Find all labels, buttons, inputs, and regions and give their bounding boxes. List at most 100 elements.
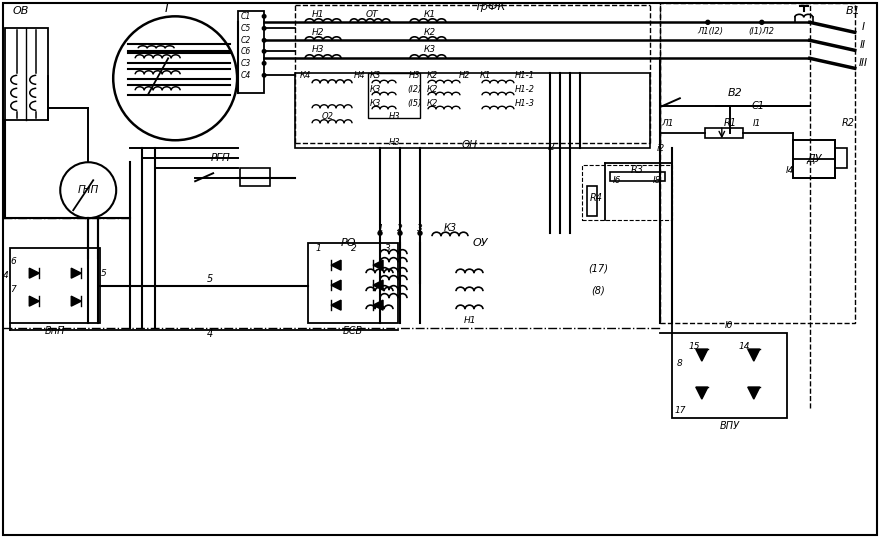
Polygon shape xyxy=(696,387,708,399)
Text: i2: i2 xyxy=(548,143,556,152)
Bar xyxy=(705,128,743,138)
Text: R4: R4 xyxy=(590,193,603,203)
Polygon shape xyxy=(71,296,81,306)
Text: II: II xyxy=(860,40,866,51)
Text: С4: С4 xyxy=(241,71,252,80)
Polygon shape xyxy=(331,260,341,270)
Text: Н2: Н2 xyxy=(459,71,471,80)
Bar xyxy=(587,186,597,216)
Text: С5: С5 xyxy=(241,24,252,33)
Text: К3: К3 xyxy=(370,71,381,80)
Text: К3: К3 xyxy=(444,223,457,233)
Text: Н3: Н3 xyxy=(389,112,401,121)
Text: ВПУ: ВПУ xyxy=(719,421,739,431)
Text: ОУ: ОУ xyxy=(473,238,488,248)
Text: 15: 15 xyxy=(688,342,700,351)
Text: (I2): (I2) xyxy=(407,85,422,94)
Polygon shape xyxy=(29,296,40,306)
Text: (8): (8) xyxy=(591,285,605,295)
Text: Н2: Н2 xyxy=(312,28,325,37)
Circle shape xyxy=(262,61,266,65)
Text: 14: 14 xyxy=(739,342,751,351)
Text: К1: К1 xyxy=(424,10,436,19)
Text: С1: С1 xyxy=(752,101,765,111)
Text: РО: РО xyxy=(341,238,356,248)
Circle shape xyxy=(398,231,402,235)
Text: С3: С3 xyxy=(241,59,252,68)
Polygon shape xyxy=(29,268,40,278)
Text: R2: R2 xyxy=(841,118,854,128)
Text: 3: 3 xyxy=(385,244,391,253)
Text: К3: К3 xyxy=(424,45,436,54)
Text: Н1-1: Н1-1 xyxy=(515,71,535,80)
Text: Н1-2: Н1-2 xyxy=(515,85,535,94)
Text: С1: С1 xyxy=(241,12,252,21)
Text: III: III xyxy=(858,58,867,68)
Text: i2: i2 xyxy=(656,144,665,153)
Circle shape xyxy=(262,26,266,30)
Circle shape xyxy=(378,231,382,235)
Text: ГНП: ГНП xyxy=(77,185,99,195)
Text: К2: К2 xyxy=(426,99,437,108)
Text: С2: С2 xyxy=(241,36,252,45)
Bar xyxy=(610,172,665,181)
Text: ОТ: ОТ xyxy=(366,10,378,19)
Polygon shape xyxy=(696,349,708,361)
Text: 2: 2 xyxy=(397,224,403,233)
Bar xyxy=(11,248,100,323)
Bar xyxy=(240,168,270,186)
Text: Н1-3: Н1-3 xyxy=(515,99,535,108)
Circle shape xyxy=(418,231,422,235)
Bar xyxy=(671,333,787,418)
Text: 5: 5 xyxy=(207,274,213,284)
Bar xyxy=(660,3,854,323)
Polygon shape xyxy=(748,349,759,361)
Text: РГП: РГП xyxy=(210,153,230,163)
Text: R3: R3 xyxy=(630,165,643,175)
Text: (17): (17) xyxy=(588,263,608,273)
Text: Н1: Н1 xyxy=(312,10,325,19)
Text: I6: I6 xyxy=(612,176,621,185)
Text: В2: В2 xyxy=(728,88,742,98)
Text: О2: О2 xyxy=(322,112,334,121)
Text: Н3: Н3 xyxy=(389,138,401,147)
Text: 4: 4 xyxy=(207,329,213,339)
Polygon shape xyxy=(331,300,341,310)
Circle shape xyxy=(706,20,710,24)
Text: (I1)Л2: (I1)Л2 xyxy=(749,27,774,36)
Bar xyxy=(835,148,847,168)
Circle shape xyxy=(759,20,764,24)
Text: R1: R1 xyxy=(723,118,737,128)
Text: 2: 2 xyxy=(351,244,357,253)
Text: ОВ: ОВ xyxy=(12,6,28,16)
Text: ВнП: ВнП xyxy=(45,326,65,336)
Bar xyxy=(368,73,420,118)
Text: 17: 17 xyxy=(674,406,686,415)
Text: В1: В1 xyxy=(846,6,860,16)
Text: Н4: Н4 xyxy=(355,71,366,80)
Text: Л1(I2): Л1(I2) xyxy=(697,27,722,36)
Polygon shape xyxy=(373,300,383,310)
Circle shape xyxy=(262,15,266,18)
Circle shape xyxy=(262,39,266,42)
Text: Н3: Н3 xyxy=(312,45,325,54)
Text: ОН: ОН xyxy=(462,140,478,150)
Text: I1: I1 xyxy=(752,119,761,128)
Polygon shape xyxy=(748,387,759,399)
Bar xyxy=(5,29,48,121)
Text: 8: 8 xyxy=(677,359,683,367)
Text: Н3: Н3 xyxy=(409,71,421,80)
Text: Л1: Л1 xyxy=(662,119,674,128)
Polygon shape xyxy=(71,268,81,278)
Bar xyxy=(308,243,398,323)
Bar xyxy=(295,73,649,148)
Text: 1: 1 xyxy=(378,224,383,233)
Text: I8: I8 xyxy=(653,176,661,185)
Text: К3: К3 xyxy=(370,85,381,94)
Text: БСВ: БСВ xyxy=(343,326,363,336)
Polygon shape xyxy=(373,260,383,270)
Bar xyxy=(238,11,264,93)
Text: К3: К3 xyxy=(370,99,381,108)
Text: К1: К1 xyxy=(480,71,491,80)
Text: 1: 1 xyxy=(315,244,321,253)
